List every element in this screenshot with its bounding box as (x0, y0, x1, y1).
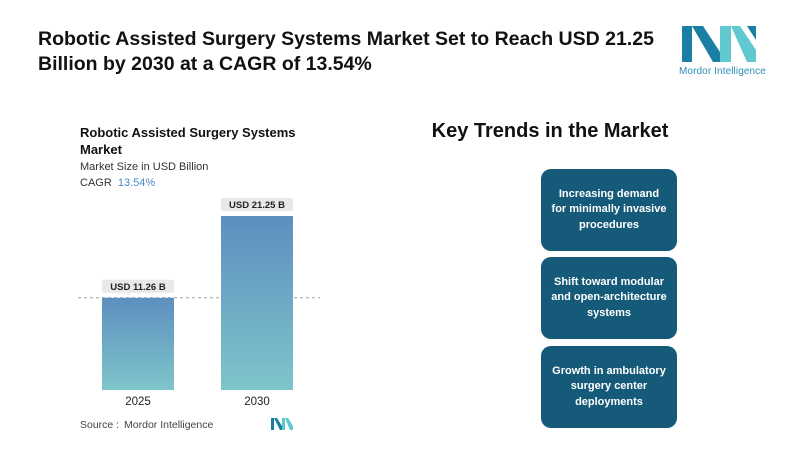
chart-cagr: CAGR 13.54% (80, 177, 155, 189)
trend-card: Shift toward modular and open-architectu… (541, 257, 677, 339)
bar-2025 (102, 297, 174, 390)
source-name: Mordor Intelligence (124, 419, 214, 431)
data-label-box (221, 198, 293, 211)
x-tick-label: 2030 (244, 396, 270, 408)
logo-wordmark: Mordor Intelligence (679, 66, 766, 77)
page-headline: Robotic Assisted Surgery Systems Market … (38, 28, 654, 76)
data-label-box (102, 279, 174, 293)
bar-2030 (221, 216, 293, 390)
cagr-label: CAGR (80, 177, 112, 189)
chart-source: Source : Mordor Intelligence (80, 419, 213, 431)
trend-card: Increasing demand for minimally invasive… (541, 169, 677, 251)
trend-card: Growth in ambulatory surgery center depl… (541, 346, 677, 428)
mordor-intelligence-logo: Mordor Intelligence (676, 22, 776, 80)
logo-mark-icon (682, 26, 756, 62)
cagr-value: 13.54% (117, 177, 156, 189)
mini-logo-icon (271, 418, 293, 430)
source-label: Source : (80, 419, 120, 431)
chart-subtitle: Market Size in USD Billion (80, 161, 209, 173)
data-label: USD 21.25 B (229, 200, 285, 211)
x-tick-label: 2025 (125, 396, 151, 408)
data-label: USD 11.26 B (110, 282, 166, 293)
key-trends-title: Key Trends in the Market (431, 120, 669, 142)
chart-title: Robotic Assisted Surgery Systems Market (80, 125, 296, 157)
